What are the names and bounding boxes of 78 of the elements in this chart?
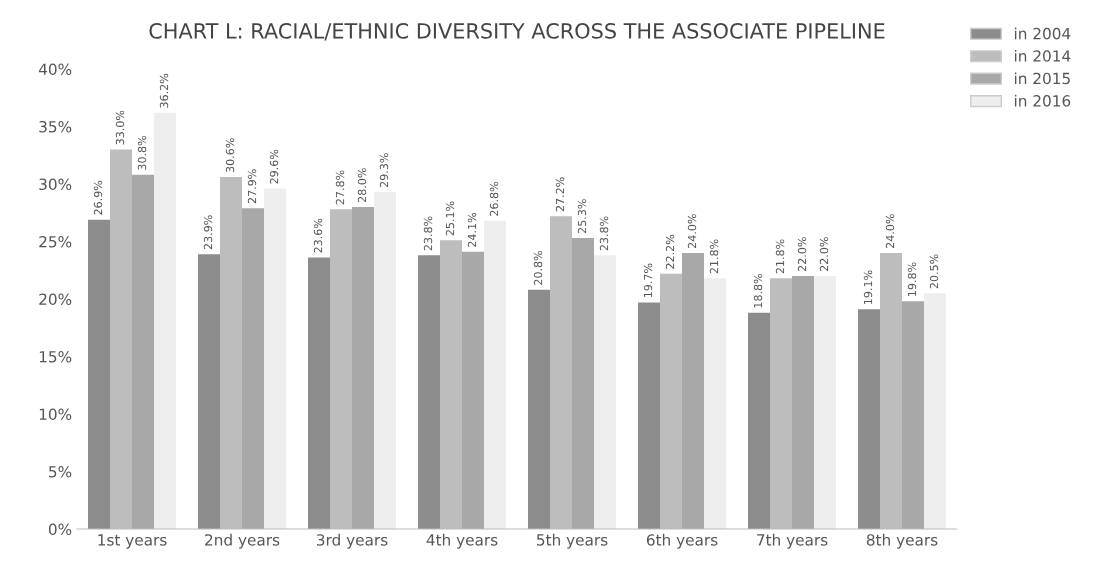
data-label: 26.9% [93, 180, 103, 215]
data-label: 24.0% [885, 214, 895, 249]
data-label: 18.8% [753, 273, 763, 308]
data-label: 21.8% [775, 239, 785, 274]
bar [352, 207, 374, 529]
data-label: 25.1% [445, 201, 455, 236]
bar [198, 254, 220, 529]
y-tick-label: 35% [39, 120, 72, 133]
x-tick-label: 2nd years [205, 533, 280, 549]
y-tick-label: 40% [38, 63, 72, 76]
y-tick-label: 20% [39, 293, 72, 306]
x-tick-label: 5th years [537, 533, 608, 549]
data-label: 36.2% [159, 73, 169, 108]
legend-label: in 2004 [1014, 27, 1071, 40]
x-tick-label: 8th years [866, 533, 938, 549]
y-tick-label: 10% [39, 408, 72, 421]
bar [374, 192, 396, 529]
data-label: 19.1% [863, 270, 873, 304]
x-tick-label: 6th years [646, 533, 718, 549]
data-label: 25.3% [577, 199, 587, 234]
y-tick-label: 0% [48, 523, 72, 536]
bar [748, 312, 770, 529]
bar [594, 255, 616, 529]
bar [902, 301, 924, 529]
y-tick-label: 15% [39, 350, 72, 363]
y-tick-label: 30% [39, 178, 72, 191]
data-label: 28.0% [357, 168, 367, 203]
data-label: 27.8% [335, 170, 345, 205]
data-label: 20.5% [929, 254, 939, 289]
data-label: 20.8% [533, 250, 543, 285]
bar [528, 289, 550, 529]
y-tick-label: 25% [39, 235, 72, 248]
data-label: 30.6% [225, 138, 235, 173]
data-label: 33.0% [115, 110, 125, 145]
data-label: 29.3% [379, 153, 389, 188]
bar [242, 208, 264, 529]
chart-title: CHART L: RACIAL/ETHNIC DIVERSITY ACROSS THE ASSOCIATE PIPELINE [149, 22, 885, 41]
data-label: 22.0% [797, 237, 807, 272]
x-tick-label: 7th years [757, 533, 828, 549]
bar [132, 174, 154, 529]
data-label: 27.2% [555, 177, 565, 212]
data-label: 21.8% [709, 239, 719, 274]
bar [484, 220, 506, 529]
bar [924, 293, 946, 529]
x-tick-label: 1st years [98, 534, 167, 549]
data-label: 26.8% [489, 181, 499, 216]
data-label: 19.8% [907, 262, 917, 296]
data-label: 23.6% [313, 218, 323, 253]
bar [638, 302, 660, 529]
data-label: 24.1% [467, 213, 477, 247]
data-label: 23.8% [599, 216, 609, 251]
bar [572, 238, 594, 529]
data-label: 24.0% [687, 214, 697, 249]
bar [682, 253, 704, 529]
bar [858, 309, 880, 529]
x-tick-label: 3rd years [317, 533, 388, 549]
data-label: 23.8% [423, 216, 433, 251]
bar [88, 219, 110, 529]
data-label: 29.6% [269, 149, 279, 184]
bar [704, 278, 726, 529]
legend-label: in 2015 [1014, 72, 1070, 85]
bar [264, 188, 286, 529]
bar [462, 251, 484, 529]
data-label: 27.9% [247, 169, 257, 204]
x-tick-label: 4th years [426, 533, 498, 549]
bar [792, 276, 814, 529]
legend-label: in 2014 [1014, 49, 1071, 62]
legend-label: in 2016 [1014, 94, 1071, 107]
data-label: 22.2% [665, 234, 675, 269]
bar [308, 257, 330, 529]
bar [154, 112, 176, 529]
bar [418, 255, 440, 529]
y-tick-label: 5% [49, 465, 72, 478]
data-label: 19.7% [643, 263, 653, 298]
data-label: 23.9% [203, 215, 213, 250]
bar [814, 276, 836, 529]
data-label: 22.0% [819, 237, 829, 272]
data-label: 30.8% [137, 135, 147, 170]
